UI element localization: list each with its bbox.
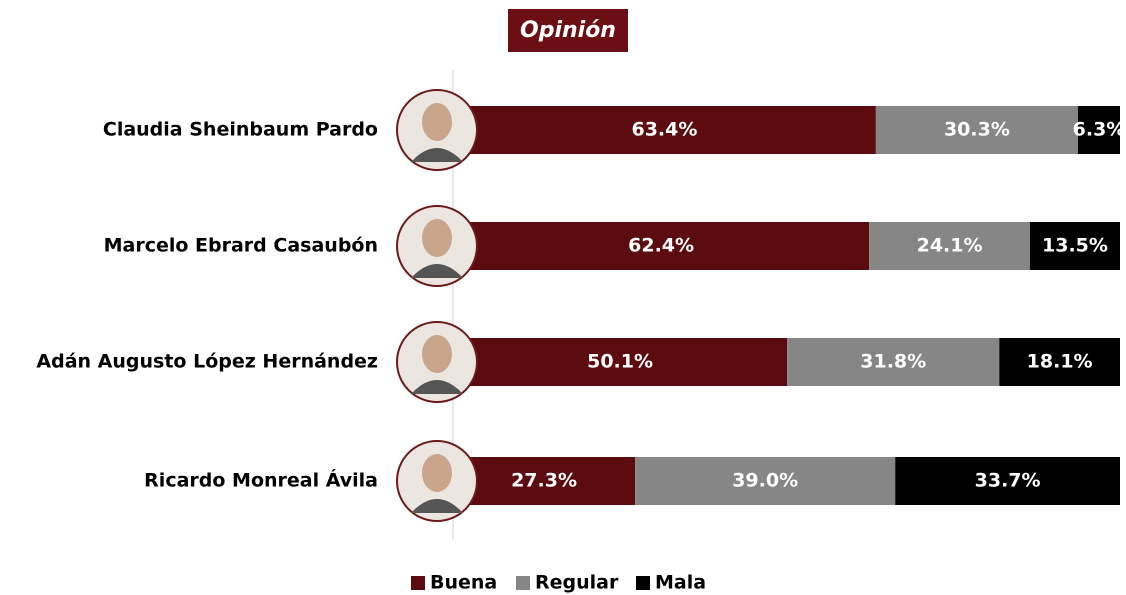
- bar-segment: [1029, 222, 1120, 270]
- value-label: 33.7%: [975, 470, 1041, 492]
- category-label: Marcelo Ebrard Casaubón: [104, 235, 378, 257]
- legend-swatch: [516, 576, 530, 590]
- portrait: [396, 440, 478, 522]
- value-label: 39.0%: [732, 470, 798, 492]
- bar-segment: [875, 106, 1078, 154]
- value-label: 6.3%: [1073, 119, 1126, 141]
- bar-segment: [453, 338, 788, 386]
- bar-segment: [1077, 106, 1120, 154]
- bar-segment: [895, 457, 1120, 505]
- portrait-head: [422, 454, 452, 492]
- bar-segment: [635, 457, 896, 505]
- portrait-head: [422, 219, 452, 257]
- value-label: 63.4%: [631, 119, 697, 141]
- category-label: Claudia Sheinbaum Pardo: [103, 119, 378, 141]
- value-label: 31.8%: [860, 351, 926, 373]
- portrait: [396, 321, 478, 403]
- portrait-body: [411, 380, 463, 394]
- bar-segment: [453, 457, 636, 505]
- legend-label: Regular: [535, 572, 619, 594]
- value-label: 27.3%: [511, 470, 577, 492]
- value-label: 30.3%: [944, 119, 1010, 141]
- value-label: 13.5%: [1042, 235, 1108, 257]
- portrait-body: [411, 148, 463, 162]
- portrait: [396, 205, 478, 287]
- legend-swatch: [411, 576, 425, 590]
- bar-segment: [453, 106, 876, 154]
- value-label: 18.1%: [1027, 351, 1093, 373]
- category-label: Ricardo Monreal Ávila: [144, 469, 378, 492]
- bar-segment: [999, 338, 1120, 386]
- portrait-head: [422, 103, 452, 141]
- chart-title: Opinión: [520, 18, 616, 43]
- value-label: 50.1%: [587, 351, 653, 373]
- portrait-body: [411, 499, 463, 513]
- portrait-body: [411, 264, 463, 278]
- bar-segment: [787, 338, 1000, 386]
- legend-label: Mala: [655, 572, 706, 594]
- value-label: 62.4%: [628, 235, 694, 257]
- bar-segment: [453, 222, 870, 270]
- portrait: [396, 89, 478, 171]
- category-label: Adán Augusto López Hernández: [36, 351, 378, 373]
- portrait-head: [422, 335, 452, 373]
- bar-segment: [869, 222, 1030, 270]
- value-label: 24.1%: [917, 235, 983, 257]
- title-box: [508, 9, 628, 52]
- legend-label: Buena: [430, 572, 497, 594]
- legend-swatch: [636, 576, 650, 590]
